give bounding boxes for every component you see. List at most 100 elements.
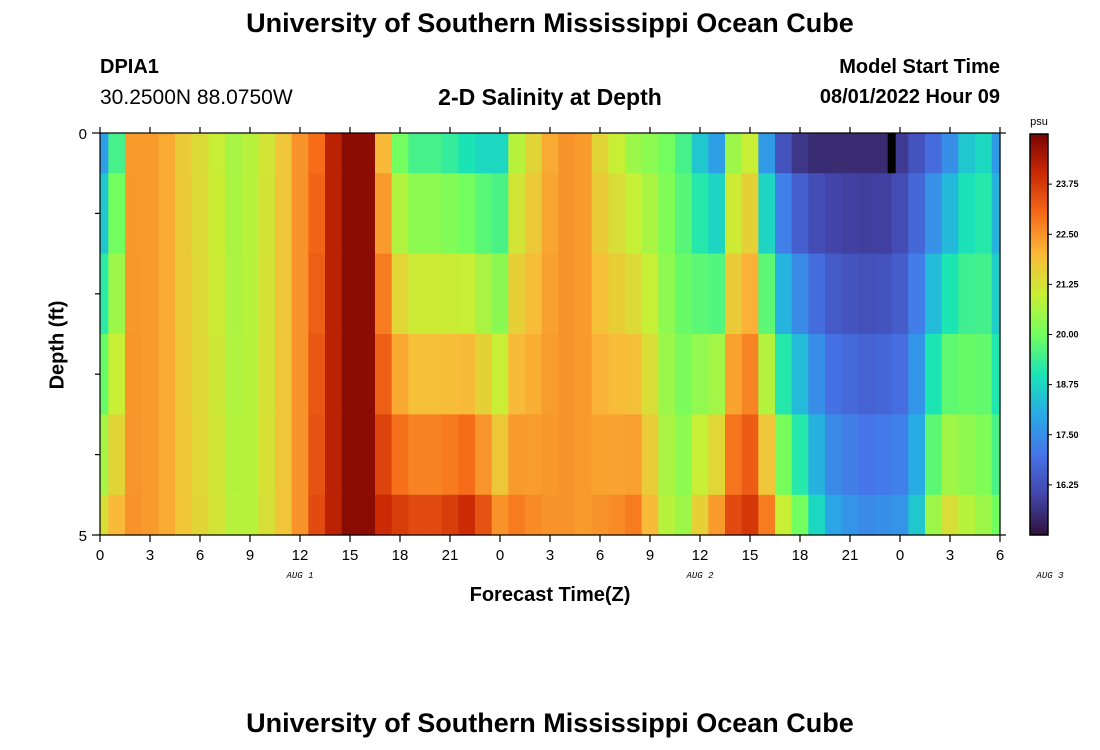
x-tick-label: 15	[342, 547, 359, 564]
heatmap-cell	[341, 494, 359, 536]
heatmap-cell	[475, 494, 493, 536]
heatmap-cell	[675, 414, 693, 496]
heatmap-cell	[508, 133, 526, 174]
heatmap-cell	[158, 133, 176, 174]
heatmap-cell	[725, 494, 743, 536]
heatmap-cell	[725, 253, 743, 335]
heatmap-cell	[225, 173, 243, 255]
heatmap-cell	[441, 173, 459, 255]
heatmap-cell	[708, 414, 726, 496]
station-id: DPIA1	[100, 56, 159, 78]
heatmap-cell	[741, 133, 759, 174]
heatmap-cell	[391, 494, 409, 536]
heatmap-cell	[325, 494, 343, 536]
missing-data-marker	[887, 133, 896, 174]
heatmap-cell	[858, 173, 876, 255]
heatmap-cell	[758, 133, 776, 174]
heatmap-cell	[991, 173, 1001, 255]
x-tick-label: 9	[646, 547, 654, 564]
heatmap-cell	[308, 414, 326, 496]
heatmap-cell	[325, 414, 343, 496]
heatmap-cell	[125, 173, 143, 255]
x-axis-label: Forecast Time(Z)	[469, 584, 631, 606]
heatmap-cell	[341, 133, 359, 174]
heatmap-cell	[100, 173, 109, 255]
heatmap-cell	[508, 334, 526, 415]
heatmap-cell	[908, 173, 926, 255]
heatmap-cell	[508, 253, 526, 335]
heatmap-cell	[875, 494, 893, 536]
heatmap-cell	[108, 173, 126, 255]
heatmap-cell	[641, 133, 659, 174]
heatmap-cell	[975, 494, 993, 536]
heatmap-cell	[908, 253, 926, 335]
heatmap-cell	[775, 494, 793, 536]
plot-title: 2-D Salinity at Depth	[438, 84, 662, 110]
heatmap-cell	[158, 253, 176, 335]
heatmap-cell	[591, 173, 609, 255]
heatmap-cell	[891, 253, 909, 335]
heatmap-cell	[675, 334, 693, 415]
heatmap-cell	[475, 253, 493, 335]
heatmap-cell	[775, 253, 793, 335]
heatmap-cell	[958, 414, 976, 496]
heatmap-cell	[941, 414, 959, 496]
heatmap-cell	[808, 494, 826, 536]
heatmap-cell	[991, 253, 1001, 335]
heatmap-cell	[175, 334, 193, 415]
heatmap-cell	[625, 334, 643, 415]
heatmap-cell	[741, 253, 759, 335]
heatmap-cell	[808, 173, 826, 255]
heatmap-cell	[125, 133, 143, 174]
heatmap-cell	[191, 173, 209, 255]
heatmap-cell	[441, 334, 459, 415]
heatmap-cell	[258, 334, 276, 415]
heatmap-cell	[891, 494, 909, 536]
colorbar: psu 16.25 17.50 18.75 20.00 21.25 22.50 23.75	[1029, 116, 1079, 536]
heatmap-cell	[991, 494, 1001, 536]
heatmap-cell	[575, 414, 593, 496]
heatmap-cell	[291, 334, 309, 415]
heatmap-cell	[658, 414, 676, 496]
heatmap-cell	[758, 253, 776, 335]
heatmap-cell	[525, 494, 543, 536]
heatmap-cell	[375, 133, 393, 174]
heatmap-cell	[841, 253, 859, 335]
heatmap-cell	[858, 414, 876, 496]
heatmap-cell	[875, 173, 893, 255]
heatmap-cell	[491, 133, 509, 174]
heatmap-cell	[341, 173, 359, 255]
heatmap-cell	[258, 414, 276, 496]
heatmap-cell	[100, 494, 109, 536]
heatmap-cell	[691, 334, 709, 415]
heatmap-cell	[708, 253, 726, 335]
heatmap-cell	[958, 173, 976, 255]
heatmap-cell	[225, 133, 243, 174]
heatmap-cell	[558, 133, 576, 174]
heatmap-cell	[391, 414, 409, 496]
heatmap-cell	[608, 414, 626, 496]
date-label: AUG 2	[685, 571, 714, 581]
heatmap-cell	[975, 334, 993, 415]
heatmap-cell	[825, 133, 843, 174]
heatmap-cell	[841, 334, 859, 415]
heatmap-cell	[125, 494, 143, 536]
heatmap-cell	[191, 414, 209, 496]
x-tick-label: 0	[496, 547, 504, 564]
heatmap-cell	[591, 133, 609, 174]
x-tick-label: 9	[246, 547, 254, 564]
heatmap-cell	[341, 334, 359, 415]
heatmap-cell	[458, 133, 476, 174]
heatmap-cell	[775, 414, 793, 496]
x-tick-label: 18	[392, 547, 409, 564]
x-tick-label: 6	[596, 547, 604, 564]
heatmap-cell	[391, 133, 409, 174]
heatmap-cell	[191, 133, 209, 174]
x-tick-label: 3	[546, 547, 554, 564]
heatmap-cell	[375, 414, 393, 496]
heatmap-cell	[475, 334, 493, 415]
heatmap-cell	[208, 334, 226, 415]
heatmap-cell	[975, 414, 993, 496]
heatmap-cell	[591, 334, 609, 415]
heatmap-cell	[641, 414, 659, 496]
